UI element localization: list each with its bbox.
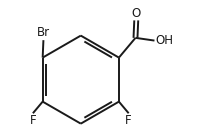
Text: OH: OH [155,34,173,47]
Text: O: O [132,7,141,20]
Text: F: F [30,115,36,128]
Text: F: F [125,115,132,128]
Text: Br: Br [37,26,50,39]
